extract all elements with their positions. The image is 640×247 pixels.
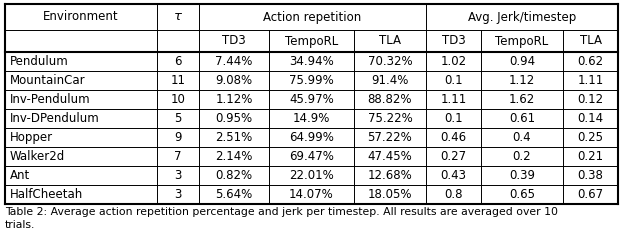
Text: Walker2d: Walker2d xyxy=(10,150,65,163)
Text: 0.12: 0.12 xyxy=(577,93,604,106)
Text: 0.38: 0.38 xyxy=(577,169,604,182)
Text: 2.14%: 2.14% xyxy=(215,150,253,163)
Text: TLA: TLA xyxy=(379,35,401,47)
Text: Pendulum: Pendulum xyxy=(10,55,68,68)
Text: 6: 6 xyxy=(174,55,182,68)
Text: 34.94%: 34.94% xyxy=(289,55,334,68)
Text: Environment: Environment xyxy=(43,11,119,23)
Text: Inv-DPendulum: Inv-DPendulum xyxy=(10,112,100,125)
Text: TD3: TD3 xyxy=(442,35,465,47)
Text: 91.4%: 91.4% xyxy=(371,74,409,87)
Text: 1.12%: 1.12% xyxy=(215,93,253,106)
Text: 7.44%: 7.44% xyxy=(215,55,253,68)
Text: 64.99%: 64.99% xyxy=(289,131,334,144)
Text: 3: 3 xyxy=(174,169,182,182)
Text: 0.62: 0.62 xyxy=(577,55,604,68)
Text: TempoRL: TempoRL xyxy=(285,35,338,47)
Text: 7: 7 xyxy=(174,150,182,163)
Text: 0.95%: 0.95% xyxy=(216,112,253,125)
Text: Table 2: Average action repetition percentage and jerk per timestep. All results: Table 2: Average action repetition perce… xyxy=(5,207,558,217)
Text: 22.01%: 22.01% xyxy=(289,169,334,182)
Text: Action repetition: Action repetition xyxy=(264,11,362,23)
Text: trials.: trials. xyxy=(5,220,35,230)
Text: TempoRL: TempoRL xyxy=(495,35,548,47)
Text: 0.82%: 0.82% xyxy=(216,169,253,182)
Text: 0.2: 0.2 xyxy=(513,150,531,163)
Text: 1.62: 1.62 xyxy=(509,93,535,106)
Text: 0.65: 0.65 xyxy=(509,188,535,201)
Text: 11: 11 xyxy=(170,74,186,87)
Text: 0.1: 0.1 xyxy=(444,74,463,87)
Text: 5: 5 xyxy=(174,112,182,125)
Text: 9: 9 xyxy=(174,131,182,144)
Text: 47.45%: 47.45% xyxy=(367,150,412,163)
Text: 0.46: 0.46 xyxy=(440,131,467,144)
Text: HalfCheetah: HalfCheetah xyxy=(10,188,83,201)
Text: 0.43: 0.43 xyxy=(440,169,467,182)
Text: 1.11: 1.11 xyxy=(440,93,467,106)
Text: Inv-Pendulum: Inv-Pendulum xyxy=(10,93,91,106)
Text: Ant: Ant xyxy=(10,169,30,182)
Text: Hopper: Hopper xyxy=(10,131,53,144)
Text: 2.51%: 2.51% xyxy=(216,131,253,144)
Text: TLA: TLA xyxy=(579,35,602,47)
Text: 10: 10 xyxy=(171,93,186,106)
Text: 75.22%: 75.22% xyxy=(367,112,412,125)
Text: 70.32%: 70.32% xyxy=(368,55,412,68)
Text: 0.94: 0.94 xyxy=(509,55,535,68)
Text: 0.8: 0.8 xyxy=(444,188,463,201)
Text: TD3: TD3 xyxy=(222,35,246,47)
Text: 14.07%: 14.07% xyxy=(289,188,334,201)
Text: 1.12: 1.12 xyxy=(509,74,535,87)
Text: 14.9%: 14.9% xyxy=(293,112,330,125)
Text: 3: 3 xyxy=(174,188,182,201)
Text: MountainCar: MountainCar xyxy=(10,74,86,87)
Text: 88.82%: 88.82% xyxy=(368,93,412,106)
Text: 0.1: 0.1 xyxy=(444,112,463,125)
Text: 0.39: 0.39 xyxy=(509,169,535,182)
Text: 0.67: 0.67 xyxy=(577,188,604,201)
Text: $\tau$: $\tau$ xyxy=(173,11,183,23)
Text: 0.61: 0.61 xyxy=(509,112,535,125)
Text: 5.64%: 5.64% xyxy=(216,188,253,201)
Text: 69.47%: 69.47% xyxy=(289,150,334,163)
Text: 12.68%: 12.68% xyxy=(367,169,412,182)
Text: 57.22%: 57.22% xyxy=(367,131,412,144)
Text: 0.21: 0.21 xyxy=(577,150,604,163)
Text: 0.14: 0.14 xyxy=(577,112,604,125)
Text: 75.99%: 75.99% xyxy=(289,74,334,87)
Text: 0.4: 0.4 xyxy=(513,131,531,144)
Text: 0.27: 0.27 xyxy=(440,150,467,163)
Text: 9.08%: 9.08% xyxy=(216,74,253,87)
Text: 1.11: 1.11 xyxy=(577,74,604,87)
Text: Avg. Jerk/timestep: Avg. Jerk/timestep xyxy=(468,11,576,23)
Text: 1.02: 1.02 xyxy=(440,55,467,68)
Text: 18.05%: 18.05% xyxy=(368,188,412,201)
Text: 0.25: 0.25 xyxy=(577,131,604,144)
Text: 45.97%: 45.97% xyxy=(289,93,334,106)
